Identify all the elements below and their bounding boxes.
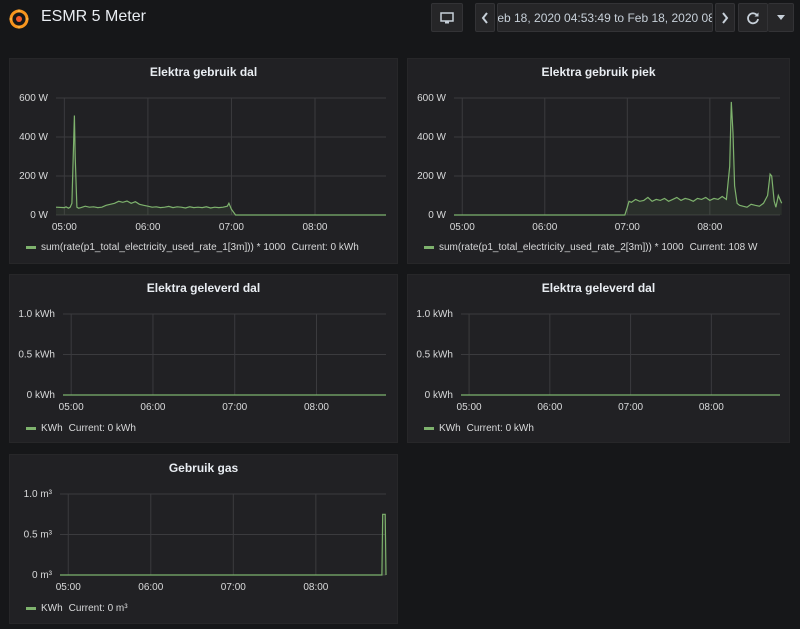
x-tick-label: 08:00 [304, 402, 329, 413]
x-tick-label: 05:00 [56, 582, 81, 593]
refresh-interval-dropdown[interactable] [768, 3, 794, 32]
legend-item[interactable]: sum(rate(p1_total_electricity_used_rate_… [424, 242, 757, 253]
chart-elektra-geleverd-dal[interactable]: 0 kWh 0.5 kWh 1.0 kWh 05:00 06:00 07:00 08:00 [10, 275, 399, 444]
series-line [454, 101, 783, 216]
legend-current-value: Current: 0 kWh [291, 242, 359, 253]
x-tick-label: 06:00 [138, 582, 163, 593]
chart-gebruik-gas[interactable]: 0 m³ 0.5 m³ 1.0 m³ 05:00 06:00 07:00 08:00 [10, 455, 399, 625]
panel-title[interactable]: Gebruik gas [168, 461, 239, 475]
x-tick-label: 05:00 [52, 222, 77, 233]
x-tick-label: 07:00 [219, 222, 244, 233]
x-tick-label: 06:00 [532, 222, 557, 233]
chart-elektra-gebruik-dal[interactable]: 0 W 200 W 400 W 600 W 05:00 06:00 07:00 08:00 [10, 59, 399, 265]
time-range-picker[interactable]: Feb 18, 2020 04:53:49 to Feb 18, 2020 08… [497, 3, 713, 32]
y-tick-label: 0 W [30, 210, 48, 221]
panel-title[interactable]: Elektra gebruik piek [541, 65, 656, 79]
time-shift-back-button[interactable] [475, 3, 495, 32]
legend-item[interactable]: KWh Current: 0 kWh [424, 423, 534, 434]
x-tick-label: 06:00 [537, 402, 562, 413]
legend-series-name: KWh [41, 603, 63, 614]
panel-gebruik-gas[interactable]: Gebruik gas 0 m³ 0.5 m³ 1.0 m³ 05:00 06:00 07… [9, 454, 398, 624]
legend-item[interactable]: KWh Current: 0 kWh [26, 423, 136, 434]
y-tick-label: 0.5 kWh [416, 350, 453, 361]
legend-current-value: Current: 0 kWh [68, 423, 136, 434]
legend-series-name: KWh [439, 423, 461, 434]
y-tick-label: 400 W [19, 132, 48, 143]
legend-swatch [26, 607, 36, 610]
legend-swatch [424, 427, 434, 430]
chevron-left-icon [481, 11, 488, 24]
legend-swatch [424, 246, 434, 249]
y-tick-label: 200 W [19, 171, 48, 182]
x-tick-label: 07:00 [221, 582, 246, 593]
legend-current-value: Current: 0 kWh [466, 423, 534, 434]
chart-elektra-gebruik-piek[interactable]: 0 W 200 W 400 W 600 W 05:00 06:00 07:00 08:00 [408, 59, 791, 265]
grafana-logo-icon[interactable] [8, 8, 30, 30]
tv-mode-button[interactable] [431, 3, 463, 32]
y-tick-label: 0 m³ [32, 570, 53, 581]
refresh-icon [747, 11, 759, 24]
series-area [60, 514, 386, 575]
y-tick-label: 0 kWh [27, 390, 55, 401]
x-tick-label: 06:00 [135, 222, 160, 233]
time-shift-forward-button[interactable] [715, 3, 735, 32]
series-line [60, 513, 387, 576]
legend-series-name: sum(rate(p1_total_electricity_used_rate_… [439, 242, 684, 253]
dashboard-title[interactable]: ESMR 5 Meter [41, 8, 146, 25]
panel-title[interactable]: Elektra geleverd dal [541, 281, 656, 295]
x-tick-label: 07:00 [222, 402, 247, 413]
y-tick-label: 400 W [417, 132, 446, 143]
x-tick-label: 08:00 [303, 582, 328, 593]
y-tick-label: 0 kWh [425, 390, 453, 401]
legend-item[interactable]: sum(rate(p1_total_electricity_used_rate_… [26, 242, 359, 253]
y-tick-label: 0.5 kWh [18, 350, 55, 361]
x-tick-label: 07:00 [618, 402, 643, 413]
y-tick-label: 1.0 kWh [18, 309, 55, 320]
panel-elektra-geleverd-dal-2[interactable]: Elektra geleverd dal 0 kWh 0.5 kWh 1.0 kWh… [407, 274, 790, 443]
panel-title[interactable]: Elektra gebruik dal [149, 65, 258, 79]
monitor-icon [440, 11, 454, 23]
series-area [56, 115, 386, 215]
legend-current-value: Current: 108 W [689, 242, 758, 253]
y-tick-label: 1.0 m³ [24, 489, 53, 500]
x-tick-label: 07:00 [615, 222, 640, 233]
series-line [55, 115, 386, 216]
x-tick-label: 08:00 [302, 222, 327, 233]
chevron-right-icon [722, 11, 729, 24]
x-tick-label: 06:00 [140, 402, 165, 413]
x-tick-label: 05:00 [59, 402, 84, 413]
y-tick-label: 1.0 kWh [416, 309, 453, 320]
chart-elektra-geleverd-dal-2[interactable]: 0 kWh 0.5 kWh 1.0 kWh 05:00 06:00 07:00 08:00 [408, 275, 791, 444]
legend-series-name: KWh [41, 423, 63, 434]
panel-elektra-geleverd-dal[interactable]: Elektra geleverd dal 0 kWh 0.5 kWh 1.0 kWh… [9, 274, 398, 443]
x-tick-label: 08:00 [699, 402, 724, 413]
legend-series-name: sum(rate(p1_total_electricity_used_rate_… [41, 242, 286, 253]
time-range-text: Feb 18, 2020 04:53:49 to Feb 18, 2020 08… [497, 10, 713, 25]
y-tick-label: 600 W [19, 93, 48, 104]
x-tick-label: 05:00 [457, 402, 482, 413]
y-tick-label: 0 W [428, 210, 446, 221]
y-tick-label: 600 W [417, 93, 446, 104]
legend-current-value: Current: 0 m³ [68, 603, 128, 614]
legend-swatch [26, 427, 36, 430]
x-tick-label: 05:00 [450, 222, 475, 233]
panel-elektra-gebruik-dal[interactable]: Elektra gebruik dal 0 W 200 W 400 W 600 W 05… [9, 58, 398, 264]
legend-item[interactable]: KWh Current: 0 m³ [26, 603, 128, 614]
panel-title[interactable]: Elektra geleverd dal [146, 281, 261, 295]
y-tick-label: 0.5 m³ [24, 530, 53, 541]
legend-swatch [26, 246, 36, 249]
y-tick-label: 200 W [417, 171, 446, 182]
refresh-button[interactable] [738, 3, 768, 32]
top-bar: ESMR 5 Meter Feb 18, 2020 04:53:49 to Fe… [0, 0, 800, 40]
x-tick-label: 08:00 [697, 222, 722, 233]
caret-down-icon [776, 14, 785, 20]
